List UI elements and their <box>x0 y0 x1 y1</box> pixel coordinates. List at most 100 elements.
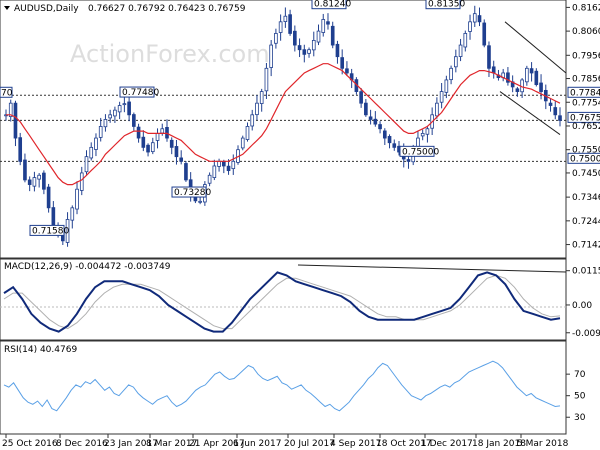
price-label-text: 0.73280 <box>174 188 211 198</box>
candle-body <box>335 43 340 58</box>
candle-body <box>472 13 477 23</box>
candle-body <box>141 136 146 148</box>
candle-body <box>84 156 89 173</box>
macd-tick-label: -0.009406 <box>572 329 600 339</box>
candle-body <box>316 30 321 43</box>
macd-tick-label: 0.01159 <box>572 267 600 277</box>
candle-body <box>463 33 468 48</box>
rsi-line <box>3 360 561 412</box>
macd-axis: 0.01159 0.00 -0.009406 <box>566 267 600 339</box>
candle-body <box>221 161 226 167</box>
candle-body <box>330 25 335 46</box>
candle-body <box>454 56 458 68</box>
price-axis: 0.81620 0.80600 0.79560 0.78560 0.77540 0.765… <box>566 3 600 251</box>
macd-tick-label: 0.00 <box>572 301 592 311</box>
trend-channel <box>499 21 567 135</box>
candle-body <box>13 102 18 139</box>
candle-body <box>364 102 368 116</box>
price-label-box: 0.81240 <box>311 0 351 10</box>
candle-body <box>269 44 273 68</box>
candle-body <box>255 102 259 116</box>
candle-body <box>321 19 326 33</box>
price-label-box: 0.76759 <box>567 111 600 123</box>
candle-body <box>198 200 202 203</box>
candle-body <box>297 45 302 51</box>
candle-body <box>136 126 141 139</box>
candle-body <box>103 119 108 128</box>
candle-body <box>108 114 112 119</box>
dropdown-arrow-icon[interactable] <box>4 6 10 10</box>
candle-body <box>184 163 188 181</box>
candle-body <box>174 146 179 158</box>
candle-body <box>127 101 131 116</box>
rsi-tick-label: 70 <box>574 370 586 380</box>
candle-body <box>46 186 51 209</box>
candle-body <box>548 102 553 106</box>
candle-body <box>420 133 425 137</box>
candle-body <box>274 33 278 44</box>
candle-body <box>539 82 543 92</box>
rsi-axis: 70 50 30 <box>566 370 586 423</box>
price-label-text: 0.77480 <box>122 88 159 98</box>
price-tick-label: 0.74500 <box>572 169 600 179</box>
price-label-box: 0.77480 <box>119 86 159 98</box>
x-tick-label: 18 Oct 2017 <box>376 439 432 449</box>
candle-body <box>27 179 32 185</box>
price-tick-label: 0.78560 <box>572 75 600 85</box>
watermark: ActionForex.com <box>70 40 270 68</box>
candle-body <box>217 160 221 167</box>
candle-body <box>245 126 250 140</box>
candle-body <box>169 139 174 148</box>
candle-body <box>311 40 316 51</box>
price-tick-label: 0.80600 <box>572 27 600 37</box>
candle-body <box>553 107 558 116</box>
x-tick-label: 1 Dec 2017 <box>421 439 473 449</box>
candle-body <box>37 174 41 180</box>
candle-body <box>359 91 363 104</box>
macd-line <box>3 271 561 333</box>
candle-body <box>212 165 217 178</box>
left-edge-label: 70 <box>0 86 13 98</box>
candle-body <box>477 15 482 23</box>
candle-body <box>468 21 472 32</box>
channel-upper <box>504 21 567 74</box>
candle-body <box>382 130 387 139</box>
candle-body <box>534 70 539 85</box>
candle-body <box>435 102 439 117</box>
price-label-text: 0.75000 <box>570 154 600 164</box>
candle-body <box>160 128 165 134</box>
x-tick-label: 8 Mar 2017 <box>146 439 197 449</box>
candle-body <box>23 159 27 181</box>
ohlc-readout: 0.76627 0.76792 0.76423 0.76759 <box>88 4 246 14</box>
candle-body <box>387 136 392 144</box>
candle-body <box>293 30 297 46</box>
candle-body <box>132 114 136 127</box>
candle-body <box>65 219 70 243</box>
price-label-text: 0.81350 <box>428 0 465 10</box>
candle-body <box>70 207 75 221</box>
candle-body <box>487 45 491 69</box>
header: AUDUSD,Daily 0.76627 0.76792 0.76423 0.7… <box>4 4 246 14</box>
candle-body <box>345 68 349 74</box>
candle-body <box>122 103 127 106</box>
price-labels: 0.81240 0.81350 0.77480 0.73280 0.71580 0.750… <box>0 0 600 236</box>
rsi-label: RSI(14) 40.4769 <box>4 345 77 355</box>
rsi-tick-label: 30 <box>574 413 586 423</box>
candle-body <box>226 165 231 172</box>
rsi-tick-label: 50 <box>574 392 586 402</box>
candle-body <box>525 67 529 83</box>
candle-body <box>79 172 84 191</box>
price-tick-label: 0.71420 <box>572 241 600 251</box>
candle-body <box>150 142 155 153</box>
price-tick-label: 0.73460 <box>572 193 600 203</box>
candle-body <box>378 124 382 130</box>
candle-body <box>231 160 236 170</box>
price-label-box: 0.73280 <box>171 186 211 198</box>
candle-body <box>146 144 150 153</box>
candle-body <box>406 159 411 162</box>
candle-body <box>250 114 255 127</box>
x-tick-label: 20 Jul 2017 <box>284 439 335 449</box>
